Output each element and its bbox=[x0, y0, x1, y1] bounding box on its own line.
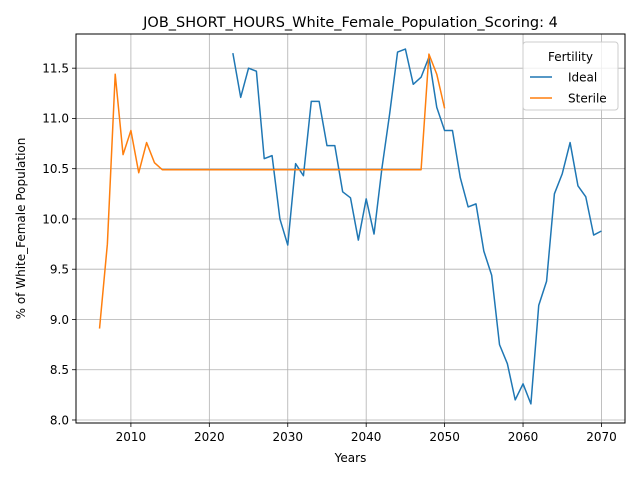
legend-title: Fertility bbox=[548, 50, 593, 64]
chart-title: JOB_SHORT_HOURS_White_Female_Population_… bbox=[142, 15, 558, 31]
y-tick-label: 9.0 bbox=[50, 313, 69, 327]
x-tick-label: 2040 bbox=[351, 430, 382, 444]
y-tick-label: 11.5 bbox=[42, 61, 69, 75]
x-tick-label: 2060 bbox=[508, 430, 539, 444]
y-tick-label: 9.5 bbox=[50, 263, 69, 277]
x-tick-label: 2010 bbox=[116, 430, 147, 444]
y-tick-label: 8.0 bbox=[50, 413, 69, 427]
y-tick-label: 8.5 bbox=[50, 363, 69, 377]
x-tick-label: 2070 bbox=[586, 430, 617, 444]
legend-label-ideal: Ideal bbox=[568, 70, 597, 84]
y-tick-label: 10.5 bbox=[42, 162, 69, 176]
legend-box bbox=[522, 41, 619, 111]
series-line-ideal bbox=[232, 48, 602, 405]
series-lines bbox=[98, 48, 602, 405]
x-axis-ticks: 2010 2020 2030 2040 2050 2060 2070 bbox=[116, 423, 617, 444]
y-tick-label: 11.0 bbox=[42, 112, 69, 126]
x-tick-label: 2020 bbox=[194, 430, 225, 444]
legend: Fertility Ideal Sterile bbox=[522, 41, 619, 111]
y-axis-label: % of White_Female Population bbox=[14, 138, 28, 320]
legend-label-sterile: Sterile bbox=[568, 91, 607, 105]
series-line-sterile bbox=[98, 53, 446, 329]
x-tick-label: 2030 bbox=[272, 430, 303, 444]
legend-entries: Ideal Sterile bbox=[530, 70, 607, 105]
x-axis-label: Years bbox=[334, 451, 367, 465]
plot-area-frame bbox=[75, 33, 626, 424]
grid bbox=[76, 34, 625, 423]
x-tick-label: 2050 bbox=[429, 430, 460, 444]
y-tick-label: 10.0 bbox=[42, 212, 69, 226]
y-axis-ticks: 8.0 8.5 9.0 9.5 10.0 10.5 11.0 11.5 bbox=[42, 61, 76, 427]
